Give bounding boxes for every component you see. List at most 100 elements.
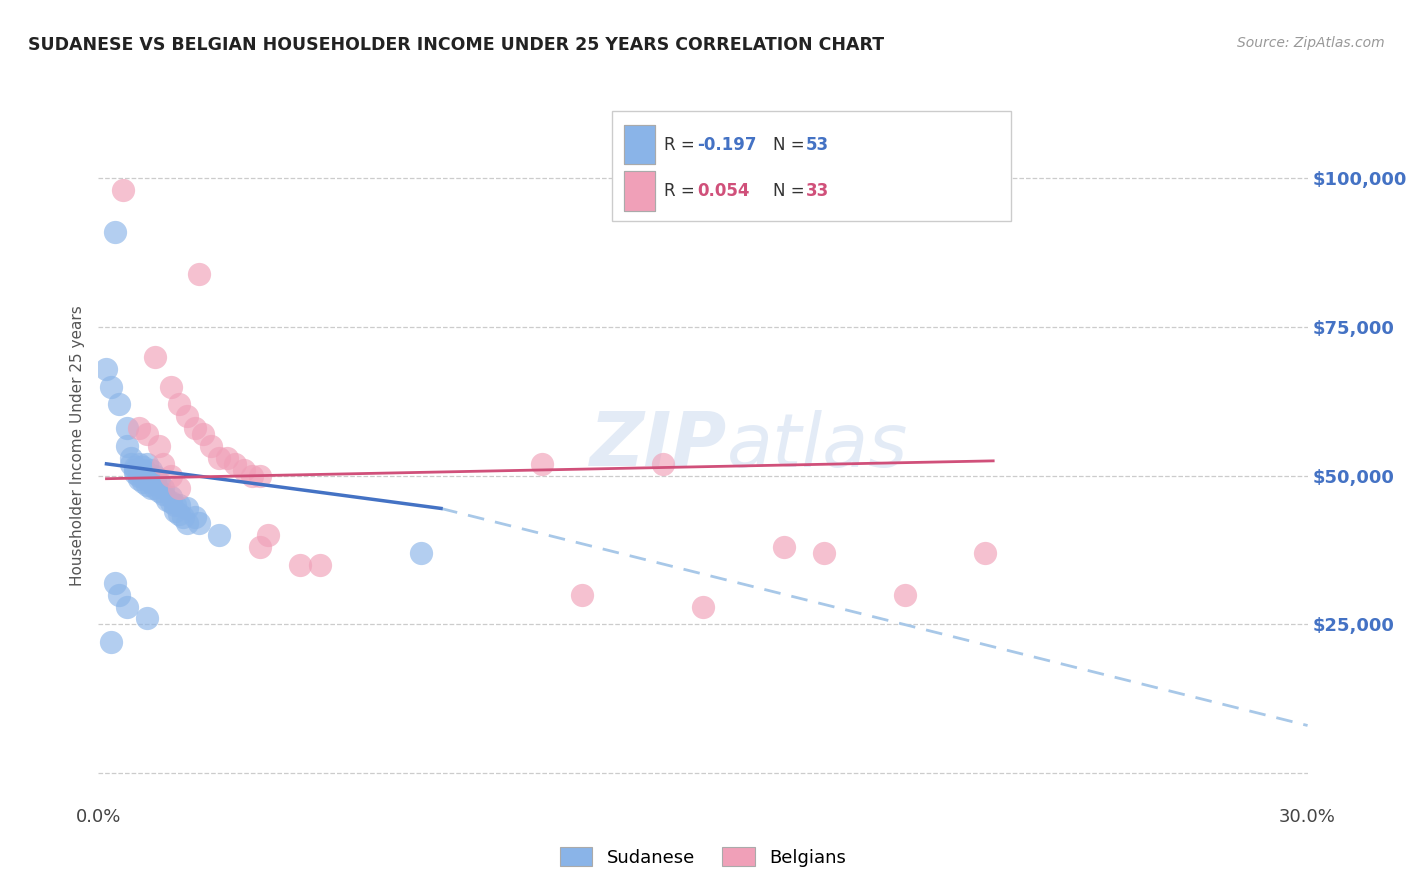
Point <box>692 599 714 614</box>
Point <box>240 468 263 483</box>
Legend: Sudanese, Belgians: Sudanese, Belgians <box>553 840 853 874</box>
Point <box>232 463 254 477</box>
Point <box>115 421 138 435</box>
Point <box>143 481 166 495</box>
Point <box>128 468 150 483</box>
FancyBboxPatch shape <box>624 171 655 211</box>
Text: R =: R = <box>664 136 700 153</box>
Point <box>132 459 155 474</box>
Point <box>288 558 311 572</box>
Point <box>167 481 190 495</box>
Point <box>188 516 211 531</box>
Point <box>139 468 162 483</box>
Point <box>100 379 122 393</box>
Point <box>208 528 231 542</box>
Point <box>176 516 198 531</box>
Point <box>193 427 215 442</box>
Point <box>530 457 553 471</box>
Point <box>813 546 835 560</box>
Point <box>249 540 271 554</box>
Point <box>96 361 118 376</box>
Point <box>167 499 190 513</box>
Point <box>167 397 190 411</box>
Text: N =: N = <box>773 182 810 200</box>
Point <box>249 468 271 483</box>
Point <box>120 450 142 465</box>
Point <box>172 510 194 524</box>
Point <box>132 475 155 489</box>
Point <box>156 492 179 507</box>
Text: atlas: atlas <box>727 410 908 482</box>
Point <box>139 481 162 495</box>
Point <box>135 611 157 625</box>
Text: N =: N = <box>773 136 810 153</box>
Point <box>111 183 134 197</box>
Point <box>124 463 146 477</box>
Point <box>176 409 198 424</box>
Point <box>152 457 174 471</box>
Point <box>128 421 150 435</box>
Point <box>208 450 231 465</box>
Text: 0.054: 0.054 <box>697 182 749 200</box>
Point <box>152 481 174 495</box>
Point <box>128 472 150 486</box>
Point <box>103 575 125 590</box>
Y-axis label: Householder Income Under 25 years: Householder Income Under 25 years <box>70 306 86 586</box>
FancyBboxPatch shape <box>613 111 1011 221</box>
Point <box>148 483 170 498</box>
Text: 33: 33 <box>806 182 830 200</box>
Point <box>120 457 142 471</box>
Point <box>184 510 207 524</box>
Text: Source: ZipAtlas.com: Source: ZipAtlas.com <box>1237 36 1385 50</box>
Point <box>143 475 166 489</box>
Text: -0.197: -0.197 <box>697 136 756 153</box>
Point <box>571 588 593 602</box>
Point <box>167 508 190 522</box>
Point <box>409 546 432 560</box>
Point <box>152 486 174 500</box>
Point <box>224 457 246 471</box>
Point <box>124 466 146 480</box>
Point <box>132 463 155 477</box>
Point <box>135 427 157 442</box>
Point <box>139 463 162 477</box>
Text: ZIP: ZIP <box>591 409 727 483</box>
Point <box>188 267 211 281</box>
Point <box>148 439 170 453</box>
Point <box>163 504 186 518</box>
Text: R =: R = <box>664 182 700 200</box>
Point <box>974 546 997 560</box>
Point <box>160 468 183 483</box>
Text: SUDANESE VS BELGIAN HOUSEHOLDER INCOME UNDER 25 YEARS CORRELATION CHART: SUDANESE VS BELGIAN HOUSEHOLDER INCOME U… <box>28 36 884 54</box>
Point <box>200 439 222 453</box>
Point <box>100 635 122 649</box>
Point <box>135 466 157 480</box>
Point <box>107 588 129 602</box>
Point <box>128 457 150 471</box>
Point <box>893 588 915 602</box>
Point <box>115 599 138 614</box>
Point <box>256 528 278 542</box>
Point <box>176 501 198 516</box>
Point <box>132 468 155 483</box>
Point <box>135 477 157 491</box>
Point <box>128 463 150 477</box>
Point <box>107 397 129 411</box>
Point <box>143 350 166 364</box>
Point <box>148 475 170 489</box>
Point <box>184 421 207 435</box>
Text: 53: 53 <box>806 136 830 153</box>
Point <box>135 472 157 486</box>
Point <box>651 457 673 471</box>
Point <box>217 450 239 465</box>
Point <box>772 540 794 554</box>
FancyBboxPatch shape <box>624 125 655 164</box>
Point <box>160 490 183 504</box>
Point <box>160 495 183 509</box>
Point <box>103 225 125 239</box>
Point <box>115 439 138 453</box>
Point <box>160 379 183 393</box>
Point <box>143 468 166 483</box>
Point <box>135 457 157 471</box>
Point <box>163 499 186 513</box>
